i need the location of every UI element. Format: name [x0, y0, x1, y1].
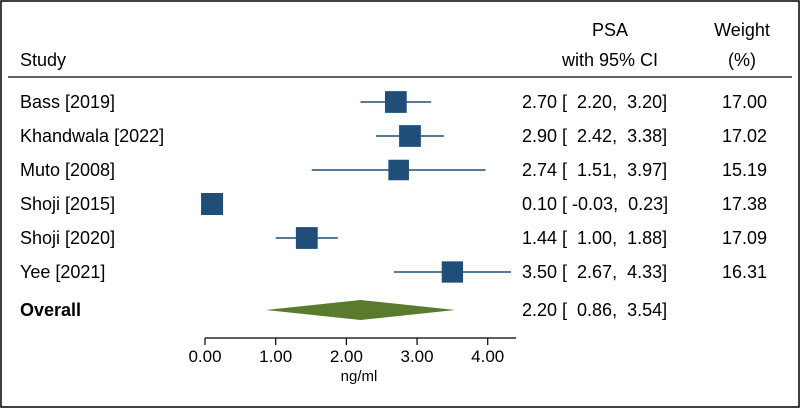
- study-label: Shoji [2020]: [20, 228, 115, 248]
- effect-marker: [384, 91, 407, 113]
- x-tick-label: 2.00: [330, 347, 363, 366]
- study-label: Muto [2008]: [20, 160, 115, 180]
- effect-marker: [295, 227, 318, 249]
- header-study: Study: [20, 50, 66, 70]
- x-tick-label: 0.00: [188, 347, 221, 366]
- study-label: Khandwala [2022]: [20, 126, 164, 146]
- weight-text: 17.02: [722, 126, 767, 146]
- effect-ci-text: 3.50 [ 2.67, 4.33]: [522, 262, 667, 282]
- header-effect-line2: with 95% CI: [561, 50, 658, 70]
- study-label: Shoji [2015]: [20, 194, 115, 214]
- study-label: Yee [2021]: [20, 262, 105, 282]
- study-label: Bass [2019]: [20, 92, 115, 112]
- effect-ci-text: 0.10 [ -0.03, 0.23]: [522, 194, 668, 214]
- overall-ci-text: 2.20 [ 0.86, 3.54]: [522, 300, 667, 320]
- weight-text: 17.38: [722, 194, 767, 214]
- overall-label: Overall: [20, 300, 81, 320]
- overall-diamond: [265, 300, 456, 320]
- x-tick-label: 4.00: [471, 347, 504, 366]
- effect-ci-text: 2.90 [ 2.42, 3.38]: [522, 126, 667, 146]
- header-weight-line2: (%): [728, 50, 756, 70]
- effect-ci-text: 2.70 [ 2.20, 3.20]: [522, 92, 667, 112]
- effect-ci-text: 1.44 [ 1.00, 1.88]: [522, 228, 667, 248]
- weight-text: 15.19: [722, 160, 767, 180]
- header-effect-line1: PSA: [592, 20, 628, 40]
- x-tick-label: 3.00: [400, 347, 433, 366]
- effect-ci-text: 2.74 [ 1.51, 3.97]: [522, 160, 667, 180]
- effect-marker: [441, 261, 464, 283]
- x-tick-label: 1.00: [259, 347, 292, 366]
- weight-text: 16.31: [722, 262, 767, 282]
- weight-text: 17.00: [722, 92, 767, 112]
- effect-marker: [399, 125, 421, 147]
- header-weight-line1: Weight: [714, 20, 770, 40]
- effect-marker: [388, 159, 409, 181]
- weight-text: 17.09: [722, 228, 767, 248]
- effect-marker: [201, 193, 224, 215]
- x-axis-label: ng/ml: [341, 368, 378, 385]
